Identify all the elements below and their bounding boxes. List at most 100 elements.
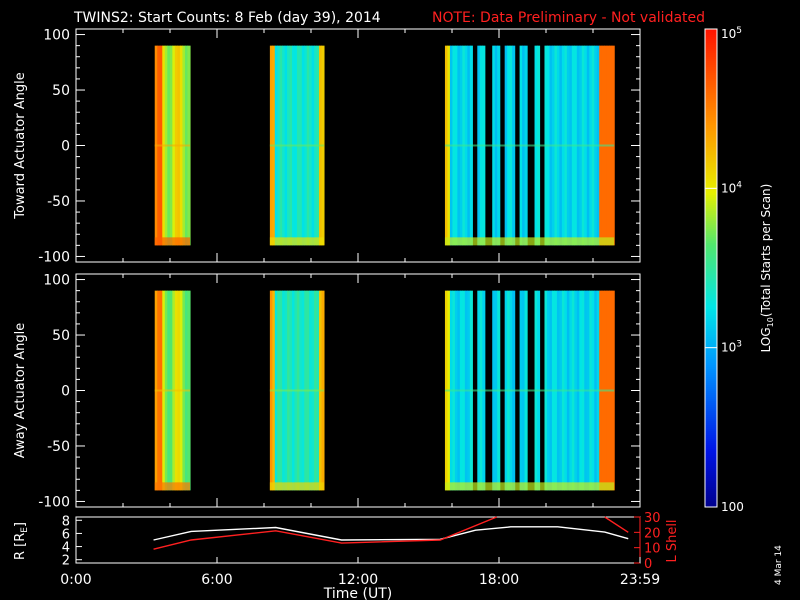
colorbar-swatch — [705, 103, 717, 106]
colorbar-swatch — [705, 303, 717, 306]
colorbar-swatch — [705, 403, 717, 406]
r-distance-line — [153, 526, 629, 541]
colorbar-swatch — [705, 255, 717, 258]
colorbar-swatch — [705, 473, 717, 476]
colorbar-swatch — [705, 407, 717, 410]
colorbar-swatch — [705, 295, 717, 298]
l-shell-line — [153, 516, 497, 550]
y-tick-label: -50 — [47, 439, 70, 455]
colorbar-swatch — [705, 53, 717, 56]
colorbar-swatch — [705, 469, 717, 472]
colorbar-swatch — [705, 105, 717, 108]
colorbar-swatch — [705, 159, 717, 162]
colorbar-swatch — [705, 485, 717, 488]
colorbar-swatch — [705, 335, 717, 338]
colorbar-swatch — [705, 45, 717, 48]
colorbar-swatch — [705, 107, 717, 110]
colorbar-swatch — [705, 439, 717, 442]
colorbar-swatch — [705, 43, 717, 46]
heatmap-band — [444, 389, 615, 392]
colorbar-swatch — [705, 83, 717, 86]
colorbar-swatch — [705, 503, 717, 506]
y-tick-label: -100 — [38, 494, 70, 510]
colorbar-swatch — [705, 155, 717, 158]
x-tick-label: 6:00 — [201, 572, 232, 588]
y-tick-label: 6 — [62, 527, 70, 542]
colorbar-swatch — [705, 493, 717, 496]
colorbar-swatch — [705, 265, 717, 268]
orbit-left-label: R [RE] — [13, 522, 30, 560]
y-tick-label: 4 — [62, 541, 70, 556]
colorbar-swatch — [705, 427, 717, 430]
date-stamp: 4 Mar 14 — [774, 545, 784, 585]
colorbar-swatch — [705, 193, 717, 196]
y-right-tick-label: 20 — [644, 526, 661, 541]
colorbar-swatch — [705, 215, 717, 218]
colorbar-swatch — [705, 97, 717, 100]
colorbar-swatch — [705, 263, 717, 266]
colorbar-swatch — [705, 277, 717, 280]
colorbar-swatch — [705, 483, 717, 486]
colorbar-tick-label: 105 — [721, 26, 742, 41]
x-tick-label: 23:59 — [620, 572, 660, 588]
y-right-tick-label: 30 — [644, 511, 661, 526]
colorbar-swatch — [705, 121, 717, 124]
colorbar-swatch — [705, 109, 717, 112]
data-block — [269, 290, 325, 491]
colorbar-swatch — [705, 55, 717, 58]
colorbar-swatch — [705, 29, 717, 32]
colorbar-swatch — [705, 505, 717, 508]
heatmap-band — [269, 144, 324, 147]
orbit-right-label: L Shell — [665, 519, 680, 562]
colorbar-swatch — [705, 145, 717, 148]
colorbar-swatch — [705, 243, 717, 246]
colorbar-swatch — [705, 317, 717, 320]
colorbar-swatch — [705, 211, 717, 214]
colorbar-swatch — [705, 339, 717, 342]
colorbar-tick-base: 10 — [721, 27, 736, 41]
colorbar-swatch — [705, 301, 717, 304]
colorbar-swatch — [705, 475, 717, 478]
colorbar-swatch — [705, 273, 717, 276]
colorbar-swatch — [705, 297, 717, 300]
colorbar-swatch — [705, 465, 717, 468]
data-block — [444, 45, 615, 246]
colorbar-swatch — [705, 139, 717, 142]
colorbar-tick-label: 100 — [721, 500, 744, 514]
y-tick-label: 100 — [43, 28, 70, 44]
colorbar-swatch — [705, 143, 717, 146]
colorbar-swatch — [705, 443, 717, 446]
colorbar-swatch — [705, 433, 717, 436]
colorbar-swatch — [705, 93, 717, 96]
colorbar-swatch — [705, 393, 717, 396]
colorbar-swatch — [705, 447, 717, 450]
x-tick-label: 0:00 — [60, 572, 91, 588]
colorbar-swatch — [705, 311, 717, 314]
colorbar-swatch — [705, 345, 717, 348]
x-axis-label: Time (UT) — [323, 586, 392, 600]
orbit-left-label-main: R [R — [13, 533, 28, 560]
heatmap-band — [444, 144, 615, 147]
colorbar-swatch — [705, 467, 717, 470]
colorbar-swatch — [705, 231, 717, 234]
heatmap-panel-away: -100 -50 0 50 100 Away Actuator Angle — [13, 273, 641, 510]
colorbar-swatch — [705, 203, 717, 206]
colorbar-swatch — [705, 391, 717, 394]
colorbar-swatch — [705, 69, 717, 72]
colorbar-swatch — [705, 65, 717, 68]
colorbar-swatch — [705, 101, 717, 104]
colorbar-swatch — [705, 269, 717, 272]
colorbar-swatch — [705, 195, 717, 198]
colorbar-swatch — [705, 281, 717, 284]
colorbar-swatch — [705, 117, 717, 120]
colorbar-swatch — [705, 305, 717, 308]
colorbar-swatch — [705, 319, 717, 322]
colorbar-swatch — [705, 271, 717, 274]
preliminary-note: NOTE: Data Preliminary - Not validated — [432, 10, 705, 26]
colorbar-swatch — [705, 325, 717, 328]
colorbar-swatch — [705, 135, 717, 138]
colorbar-swatch — [705, 455, 717, 458]
colorbar-swatch — [705, 169, 717, 172]
colorbar-swatch — [705, 337, 717, 340]
